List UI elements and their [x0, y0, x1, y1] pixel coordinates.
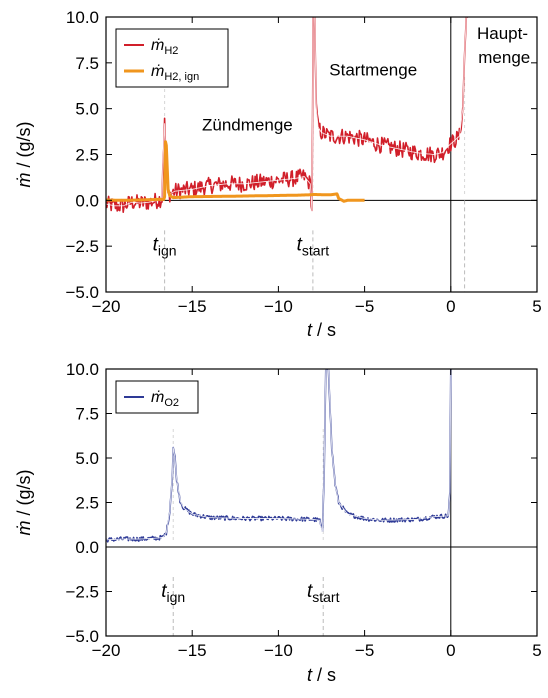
y-tick-label: 0.0	[75, 538, 99, 557]
y-axis-label: ṁ / (g/s)	[14, 121, 34, 187]
marker-label-start: tstart	[297, 234, 330, 258]
x-axis-label: t / s	[307, 320, 336, 340]
y-tick-label: 5.0	[75, 100, 99, 119]
x-tick-label: −5	[355, 297, 374, 316]
x-tick-label: 0	[446, 641, 455, 660]
legend-box	[115, 28, 229, 88]
annotation-1: Startmenge	[329, 61, 417, 80]
legend: ṁH2 ṁH2, ign	[115, 28, 229, 88]
x-tick-label: 5	[532, 297, 541, 316]
series-mean-line-1	[106, 369, 452, 541]
y-tick-label: 2.5	[75, 494, 99, 513]
x-tick-label: −15	[178, 297, 207, 316]
legend: ṁO2	[115, 380, 199, 414]
legend-label-2: ṁH2, ign	[151, 63, 199, 83]
y-tick-label: 7.5	[75, 54, 99, 73]
marker-label-start: tstart	[307, 581, 340, 605]
chart-panel-2: −20 −15 −10 −5 0 5 −5.0 −2.5 0.0 2.5 5.0 7.5 10.0 t /…	[14, 360, 542, 685]
legend-label-1: ṁH2	[151, 37, 178, 57]
x-tick-label: −20	[92, 297, 121, 316]
y-tick-label: −5.0	[65, 627, 99, 646]
y-tick-label: 10.0	[66, 360, 99, 379]
legend-label-1: ṁO2	[151, 389, 179, 409]
marker-label-ign: tign	[153, 234, 177, 258]
y-tick-label: 0.0	[75, 191, 99, 210]
y-tick-label: 10.0	[66, 8, 99, 27]
marker-label-ign: tign	[161, 581, 185, 605]
y-tick-label: −2.5	[65, 583, 99, 602]
y-axis-label: ṁ / (g/s)	[14, 469, 34, 535]
x-tick-label: 0	[446, 297, 455, 316]
x-tick-label: 5	[532, 641, 541, 660]
annotation-3: menge	[478, 48, 530, 67]
y-tick-label: 5.0	[75, 449, 99, 468]
y-tick-label: −5.0	[65, 283, 99, 302]
x-tick-label: −10	[264, 641, 293, 660]
series-line-2	[106, 140, 366, 203]
x-tick-label: −15	[178, 641, 207, 660]
annotation-0: Zündmenge	[202, 116, 293, 135]
y-tick-label: 7.5	[75, 405, 99, 424]
annotation-2: Haupt-	[477, 24, 528, 43]
x-tick-label: −5	[355, 641, 374, 660]
x-tick-label: −10	[264, 297, 293, 316]
x-tick-label: −20	[92, 641, 121, 660]
x-axis-label: t / s	[307, 665, 336, 685]
chart-panel-1: −20 −15 −10 −5 0 5 −5.0 −2.5 0.0 2.5 5.0 7.5 10.0 t /…	[14, 8, 542, 340]
y-tick-label: 2.5	[75, 146, 99, 165]
y-tick-label: −2.5	[65, 237, 99, 256]
